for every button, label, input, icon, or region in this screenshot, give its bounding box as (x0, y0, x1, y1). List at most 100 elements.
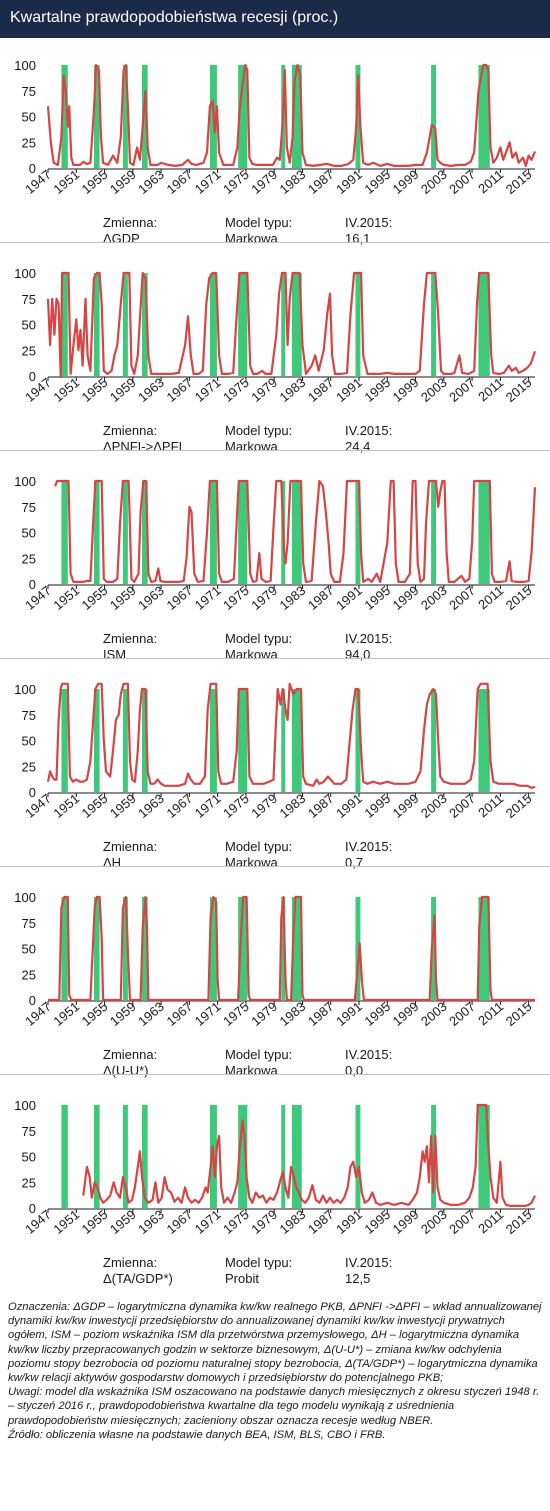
y-tick-label: 25 (22, 1175, 36, 1190)
x-tick-label: 1975 (220, 375, 252, 405)
variable-label: Zmienna: (103, 631, 158, 646)
recession-band (122, 897, 128, 1000)
notes-text: model dla wskaźnika ISM oszacowano na po… (8, 1386, 540, 1427)
recession-band (61, 689, 68, 792)
recession-band (281, 1105, 286, 1208)
recession-band (142, 65, 148, 168)
series-line (46, 682, 536, 789)
recession-band (478, 65, 490, 168)
x-tick-label: 1983 (277, 999, 309, 1029)
recession-band (355, 481, 361, 584)
x-tick-label: 2015 (503, 375, 535, 405)
x-tick-label: 1979 (248, 999, 280, 1029)
recession-chart: 1007550250194719511955195919631967197119… (14, 474, 537, 613)
x-tick-label: 2003 (418, 167, 450, 197)
recession-band (431, 897, 437, 1000)
x-tick-label: 1983 (277, 167, 309, 197)
x-tick-label: 1999 (390, 167, 422, 197)
variable-label: Zmienna: (103, 1047, 158, 1062)
latest-value: 0,0 (345, 1063, 364, 1078)
y-tick-label: 0 (29, 161, 36, 176)
series-line (48, 895, 535, 1002)
recession-band (431, 481, 437, 584)
x-tick-label: 2015 (503, 791, 535, 821)
x-tick-label: 1967 (163, 167, 195, 197)
x-tick-label: 1947 (22, 375, 54, 405)
latest-value: 12,5 (345, 1271, 371, 1286)
recession-band (291, 273, 302, 376)
y-tick-label: 25 (22, 135, 36, 150)
recession-band (291, 897, 302, 1000)
y-tick-label: 0 (29, 369, 36, 384)
x-tick-label: 2003 (418, 999, 450, 1029)
x-tick-label: 1951 (50, 583, 82, 613)
recession-band (209, 273, 217, 376)
x-tick-label: 1955 (79, 375, 111, 405)
x-tick-label: 2011 (475, 999, 506, 1028)
model-value: Probit (225, 1271, 259, 1286)
x-tick-label: 1967 (163, 791, 195, 821)
x-tick-label: 1971 (192, 791, 224, 821)
x-tick-label: 2007 (446, 791, 478, 821)
x-tick-label: 2003 (418, 791, 450, 821)
x-tick-label: 1975 (220, 999, 252, 1029)
x-tick-label: 1947 (22, 791, 54, 821)
x-tick-label: 1963 (135, 1207, 167, 1237)
recession-band (142, 897, 148, 1000)
x-tick-label: 2007 (446, 167, 478, 197)
y-tick-label: 75 (22, 1124, 36, 1139)
x-tick-label: 2003 (418, 1207, 450, 1237)
chart-info-block: IV.2015: 12,5 (345, 1255, 392, 1287)
latest-label: IV.2015: (345, 839, 393, 854)
x-tick-label: 1987 (305, 999, 337, 1029)
model-value: Markowa (225, 1063, 278, 1078)
recession-band (142, 1105, 148, 1208)
x-tick-label: 2011 (475, 791, 506, 820)
recession-band (238, 897, 248, 1000)
footnote-paragraph: Uwagi: model dla wskaźnika ISM oszacowan… (8, 1385, 544, 1428)
panel-separator (0, 866, 550, 867)
x-tick-label: 1975 (220, 1207, 252, 1237)
variable-value: ΔGDP (103, 231, 140, 246)
variable-label: Zmienna: (103, 1255, 158, 1270)
y-tick-label: 75 (22, 916, 36, 931)
x-tick-label: 1947 (22, 999, 54, 1029)
x-tick-label: 1991 (333, 375, 365, 405)
recession-band (291, 65, 302, 168)
header-bar: Kwartalne prawdopodobieństwa recesji (pr… (0, 0, 550, 38)
x-tick-label: 2003 (418, 375, 450, 405)
y-tick-label: 25 (22, 551, 36, 566)
x-tick-label: 1979 (248, 1207, 280, 1237)
model-label: Model typu: (225, 1047, 293, 1062)
model-label: Model typu: (225, 631, 293, 646)
x-tick-label: 1955 (79, 791, 111, 821)
x-tick-label: 1979 (248, 583, 280, 613)
x-tick-label: 2015 (503, 583, 535, 613)
recession-band (355, 1105, 361, 1208)
x-tick-label: 1967 (163, 583, 195, 613)
series-line (54, 479, 537, 583)
x-tick-label: 1947 (22, 583, 54, 613)
y-tick-label: 0 (29, 1201, 36, 1216)
x-tick-label: 1963 (135, 583, 167, 613)
x-tick-label: 1971 (192, 583, 224, 613)
recession-band (355, 273, 361, 376)
recession-band (93, 65, 100, 168)
latest-value: 94,0 (345, 647, 371, 662)
y-tick-label: 0 (29, 785, 36, 800)
x-tick-label: 1987 (305, 583, 337, 613)
x-tick-label: 2015 (503, 167, 535, 197)
x-tick-label: 1979 (248, 167, 280, 197)
variable-value: ΔH (103, 855, 122, 870)
y-tick-label: 0 (29, 993, 36, 1008)
x-tick-label: 1947 (22, 167, 54, 197)
recession-band (93, 689, 100, 792)
x-tick-label: 1955 (79, 167, 111, 197)
y-tick-label: 50 (22, 318, 36, 333)
recession-band (122, 1105, 128, 1208)
recession-band (93, 897, 100, 1000)
y-tick-label: 25 (22, 967, 36, 982)
y-tick-label: 100 (14, 890, 36, 905)
notes-heading: Uwagi: (8, 1386, 43, 1399)
model-label: Model typu: (225, 215, 293, 230)
